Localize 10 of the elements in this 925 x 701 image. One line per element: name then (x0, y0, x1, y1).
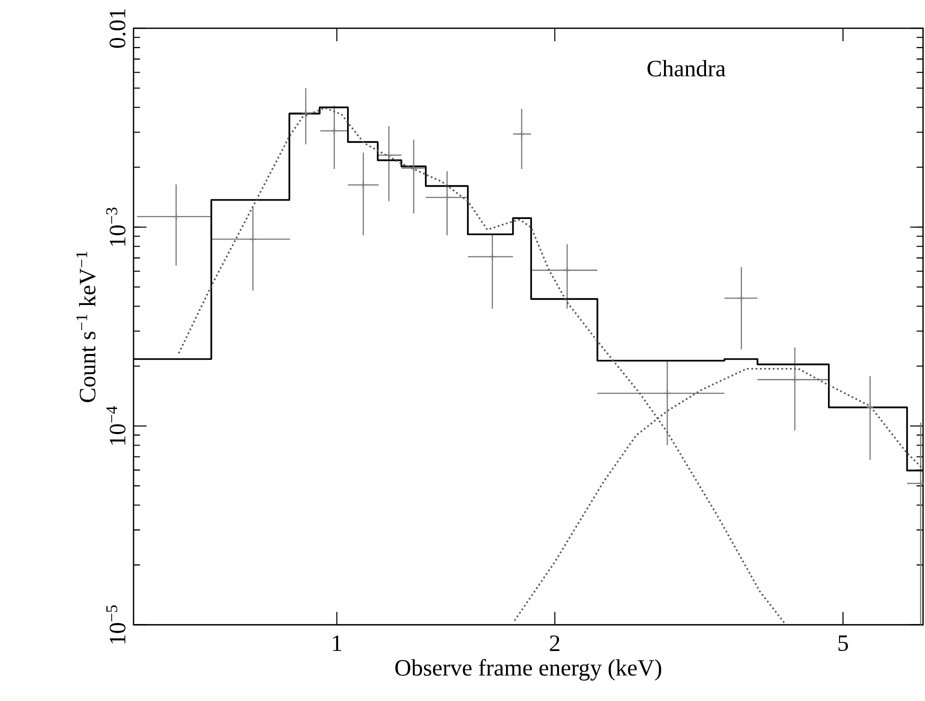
y-tick-label: 10$^{−3}$ (106, 208, 126, 246)
y-tick-label: 10$^{−4}$ (106, 406, 126, 445)
x-tick-label: 1 (333, 636, 342, 651)
x-tick-label: 2 (550, 636, 560, 652)
y-tick-label: 10$^{−5}$ (106, 605, 126, 644)
annotation: Chandra (648, 60, 726, 77)
y-axis-title: Count s$^{−1}$ keV$^{−1}$ (76, 252, 96, 402)
x-axis-title: Observe frame energy (keV) (395, 659, 662, 681)
y-tick-label: 0.01 (110, 9, 126, 48)
x-tick-label: 5 (838, 636, 848, 652)
